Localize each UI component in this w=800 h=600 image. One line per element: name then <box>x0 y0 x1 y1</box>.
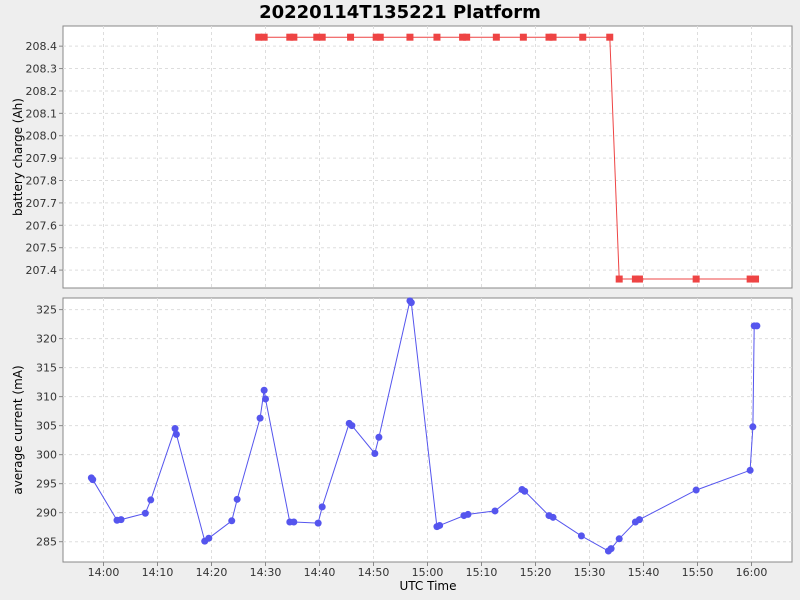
data-point <box>372 33 380 41</box>
data-point <box>348 422 356 430</box>
y-tick-label: 315 <box>36 362 57 375</box>
y-tick-label: 208.3 <box>26 63 58 76</box>
data-point <box>464 510 472 518</box>
data-point <box>749 423 757 431</box>
data-point <box>376 33 384 41</box>
data-point <box>205 534 213 542</box>
x-tick-label: 14:30 <box>250 566 282 579</box>
data-point <box>752 275 760 283</box>
data-point <box>407 299 415 307</box>
y-axis-label: battery charge (Ah) <box>11 98 25 216</box>
y-tick-label: 208.0 <box>26 130 58 143</box>
x-tick-label: 14:50 <box>358 566 390 579</box>
data-point <box>753 322 761 330</box>
y-tick-label: 290 <box>36 507 57 520</box>
data-point <box>141 509 149 517</box>
data-point <box>286 33 294 41</box>
y-tick-label: 310 <box>36 391 57 404</box>
x-tick-label: 15:40 <box>628 566 660 579</box>
data-point <box>255 33 263 41</box>
data-point <box>172 430 180 438</box>
data-point <box>262 395 269 403</box>
data-point <box>635 516 643 524</box>
x-axis-label: UTC Time <box>400 579 457 593</box>
data-point <box>549 33 557 41</box>
x-tick-label: 14:40 <box>304 566 336 579</box>
y-tick-label: 325 <box>36 304 57 317</box>
y-tick-label: 285 <box>36 536 57 549</box>
data-point <box>228 517 236 525</box>
x-tick-label: 14:20 <box>196 566 228 579</box>
data-point <box>459 33 467 41</box>
data-point <box>313 33 321 41</box>
y-axis-label: average current (mA) <box>11 365 25 494</box>
x-tick-label: 15:10 <box>466 566 498 579</box>
battery-panel: 207.4 207.5 207.6 207.7 207.8 207.9 208.0 208.1… <box>11 25 793 289</box>
y-tick-label: 207.8 <box>26 175 58 188</box>
data-point <box>147 496 155 504</box>
y-tick-label: 305 <box>36 420 57 433</box>
data-point <box>635 275 643 283</box>
data-point <box>491 507 499 515</box>
y-tick-label: 208.1 <box>26 107 58 120</box>
data-point <box>375 433 383 441</box>
data-point <box>290 33 298 41</box>
data-point <box>579 33 587 41</box>
data-point <box>314 519 322 527</box>
x-tick-label: 14:10 <box>142 566 174 579</box>
y-tick-label: 207.4 <box>26 264 58 277</box>
data-point <box>607 545 615 553</box>
y-tick-label: 295 <box>36 478 57 491</box>
data-point <box>606 33 614 41</box>
x-axis: 14:00 14:10 14:20 14:30 14:40 14:50 15:00 15:10… <box>88 562 768 579</box>
data-point <box>260 386 268 394</box>
data-point <box>577 532 585 540</box>
data-point <box>463 33 471 41</box>
data-point <box>549 513 557 521</box>
x-tick-label: 16:00 <box>736 566 768 579</box>
data-point <box>406 33 414 41</box>
y-tick-label: 207.6 <box>26 219 58 232</box>
data-point <box>692 486 700 494</box>
data-point <box>436 521 444 529</box>
data-point <box>433 33 441 41</box>
data-point <box>519 33 527 41</box>
data-point <box>371 449 379 457</box>
y-tick-label: 207.7 <box>26 197 58 210</box>
y-tick-label: 207.9 <box>26 152 58 165</box>
data-point <box>318 33 326 41</box>
y-tick-label: 207.5 <box>26 242 58 255</box>
data-point <box>290 518 298 526</box>
data-point <box>256 414 264 422</box>
data-point <box>615 275 623 283</box>
y-tick-label: 208.2 <box>26 85 58 98</box>
data-point <box>318 503 326 511</box>
y-tick-label: 208.4 <box>26 40 58 53</box>
x-tick-label: 15:50 <box>682 566 714 579</box>
x-tick-label: 15:30 <box>574 566 606 579</box>
y-tick-label: 320 <box>36 333 57 346</box>
data-point <box>171 425 179 433</box>
y-tick-label: 300 <box>36 449 57 462</box>
x-tick-label: 15:00 <box>412 566 444 579</box>
data-point <box>260 33 268 41</box>
data-point <box>692 275 700 283</box>
data-point <box>233 495 241 503</box>
data-point <box>117 516 125 524</box>
data-point <box>492 33 500 41</box>
x-tick-label: 15:20 <box>520 566 552 579</box>
data-point <box>615 535 623 543</box>
x-tick-label: 14:00 <box>88 566 120 579</box>
data-point <box>89 476 97 484</box>
data-point <box>347 33 355 41</box>
current-panel: 285 290 295 300 305 310 315 320 325 average curre… <box>11 297 793 563</box>
data-point <box>631 275 639 283</box>
data-point <box>746 275 754 283</box>
data-point <box>746 466 754 474</box>
chart-title: 20220114T135221 Platform <box>259 2 541 23</box>
data-point <box>521 487 529 495</box>
data-point <box>545 33 553 41</box>
